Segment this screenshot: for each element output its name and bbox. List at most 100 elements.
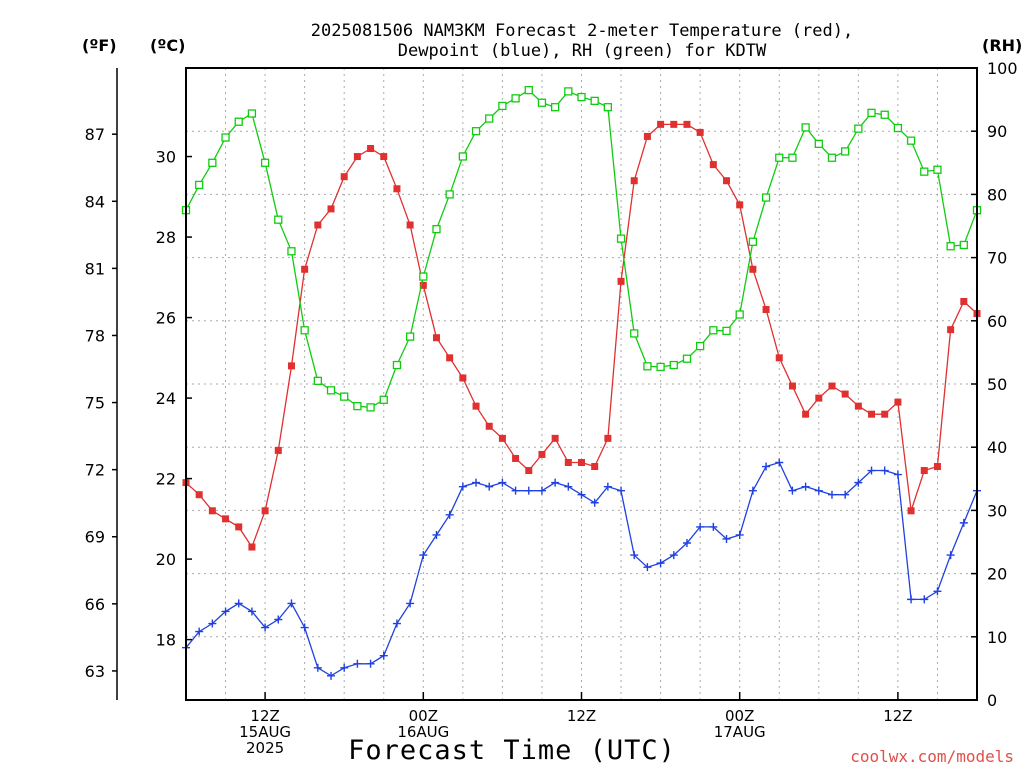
dewpoint-point <box>617 486 626 495</box>
2-meter-temperature-point <box>578 458 585 466</box>
dewpoint-point <box>551 478 560 487</box>
dewpoint-point <box>603 482 612 491</box>
rh-tick-label: 100 <box>987 59 1018 78</box>
2-meter-temperature-point <box>802 410 810 418</box>
rh-point <box>195 180 204 190</box>
rh-point <box>445 190 454 199</box>
plot-frame <box>185 67 978 701</box>
grid-layer <box>186 68 977 700</box>
rh-point <box>340 392 349 401</box>
2-meter-temperature-point <box>208 507 216 515</box>
rh-point <box>788 153 797 162</box>
rh-point <box>419 272 428 281</box>
dewpoint-point <box>827 490 836 499</box>
x-tick-label: 16AUG <box>397 723 449 741</box>
rh-point <box>893 123 903 133</box>
dewpoint-point <box>907 595 916 604</box>
dewpoint-point <box>524 486 533 495</box>
dewpoint-point <box>327 671 336 680</box>
celsius-tick-label: 30 <box>156 148 176 167</box>
dewpoint-point <box>841 490 850 499</box>
dewpoint-point <box>445 510 454 519</box>
2-meter-temperature-point <box>512 454 520 462</box>
2-meter-temperature-point <box>617 277 625 285</box>
rh-point <box>366 403 375 412</box>
fahrenheit-tick-label: 72 <box>85 461 105 480</box>
rh-point <box>761 193 771 202</box>
chart-title-line-1: 2025081506 NAM3KM Forecast 2-meter Tempe… <box>311 21 853 41</box>
2-meter-temperature-point <box>775 354 783 362</box>
dewpoint-point <box>379 651 388 660</box>
2-meter-temperature-point <box>683 120 691 128</box>
dewpoint-point <box>735 530 744 539</box>
x-axis-title: Forecast Time (UTC) <box>348 735 676 766</box>
dewpoint-point <box>247 607 256 616</box>
dewpoint-point <box>353 659 362 668</box>
rh-point <box>946 242 955 251</box>
2-meter-temperature-point <box>657 120 665 128</box>
chart-title-line-2: Dewpoint (blue), RH (green) for KDTW <box>398 41 767 61</box>
2-meter-temperature-point <box>630 177 638 185</box>
2-meter-temperature-point <box>274 446 282 454</box>
2-meter-temperature-point <box>327 205 335 213</box>
dewpoint-point <box>340 663 349 672</box>
2-meter-temperature-point <box>446 354 454 362</box>
dewpoint-point <box>485 482 494 491</box>
dewpoint-point <box>366 659 375 668</box>
2-meter-temperature-point <box>301 265 309 273</box>
dewpoint-point <box>643 563 652 572</box>
2-meter-temperature-point <box>367 145 375 153</box>
2-meter-temperature-point <box>287 362 295 370</box>
2-meter-temperature-point <box>498 434 506 442</box>
fahrenheit-tick-label: 78 <box>85 326 105 345</box>
rh-point <box>234 117 243 126</box>
rh-point <box>867 108 876 118</box>
dewpoint-point <box>933 587 942 596</box>
2-meter-temperature-point <box>485 422 493 430</box>
dewpoint-point <box>946 551 955 560</box>
dewpoint-point <box>564 482 573 491</box>
x-tick-label: 17AUG <box>714 723 766 741</box>
rh-point <box>379 395 388 404</box>
dewpoint-point <box>261 623 270 632</box>
x-tick-label: 2025 <box>246 739 284 757</box>
rh-tick-label: 50 <box>987 375 1007 394</box>
dewpoint-point <box>696 522 705 531</box>
rh-tick-label: 20 <box>987 565 1007 584</box>
2-meter-temperature-point <box>538 450 546 458</box>
rh-point <box>524 85 533 95</box>
rh-point <box>814 139 823 148</box>
dewpoint-point <box>762 462 771 471</box>
rh-point <box>260 158 270 167</box>
dewpoint-point <box>287 599 296 608</box>
2-meter-temperature-point <box>604 434 612 442</box>
rh-point <box>682 354 692 363</box>
rh-point <box>326 386 336 395</box>
rh-point <box>405 332 415 341</box>
dewpoint-point <box>880 466 889 475</box>
2-meter-temperature-point <box>393 185 401 193</box>
rh-point <box>353 401 362 411</box>
2-meter-temperature-point <box>353 153 361 161</box>
dewpoint-point <box>788 486 797 495</box>
dewpoint-point <box>748 486 757 495</box>
celsius-tick-label: 22 <box>156 470 176 489</box>
2-meter-temperature-point <box>340 173 348 181</box>
2-meter-temperature-point <box>261 507 269 515</box>
2-meter-temperature-point <box>459 374 467 382</box>
rh-point <box>590 96 599 106</box>
dewpoint-point <box>959 518 968 527</box>
rh-point <box>300 326 309 335</box>
2-meter-temperature-point <box>696 128 704 136</box>
2-meter-temperature-point <box>643 132 651 140</box>
dewpoint-point <box>920 595 929 604</box>
dewpoint-point <box>458 482 467 491</box>
fahrenheit-tick-label: 69 <box>85 528 105 547</box>
rh-point <box>841 147 850 156</box>
dewpoint-point <box>669 551 678 560</box>
dewpoint-point <box>656 559 665 568</box>
2-meter-temperature-point <box>248 543 256 551</box>
2-meter-temperature-point <box>472 402 480 410</box>
rh-tick-label: 90 <box>987 122 1007 141</box>
